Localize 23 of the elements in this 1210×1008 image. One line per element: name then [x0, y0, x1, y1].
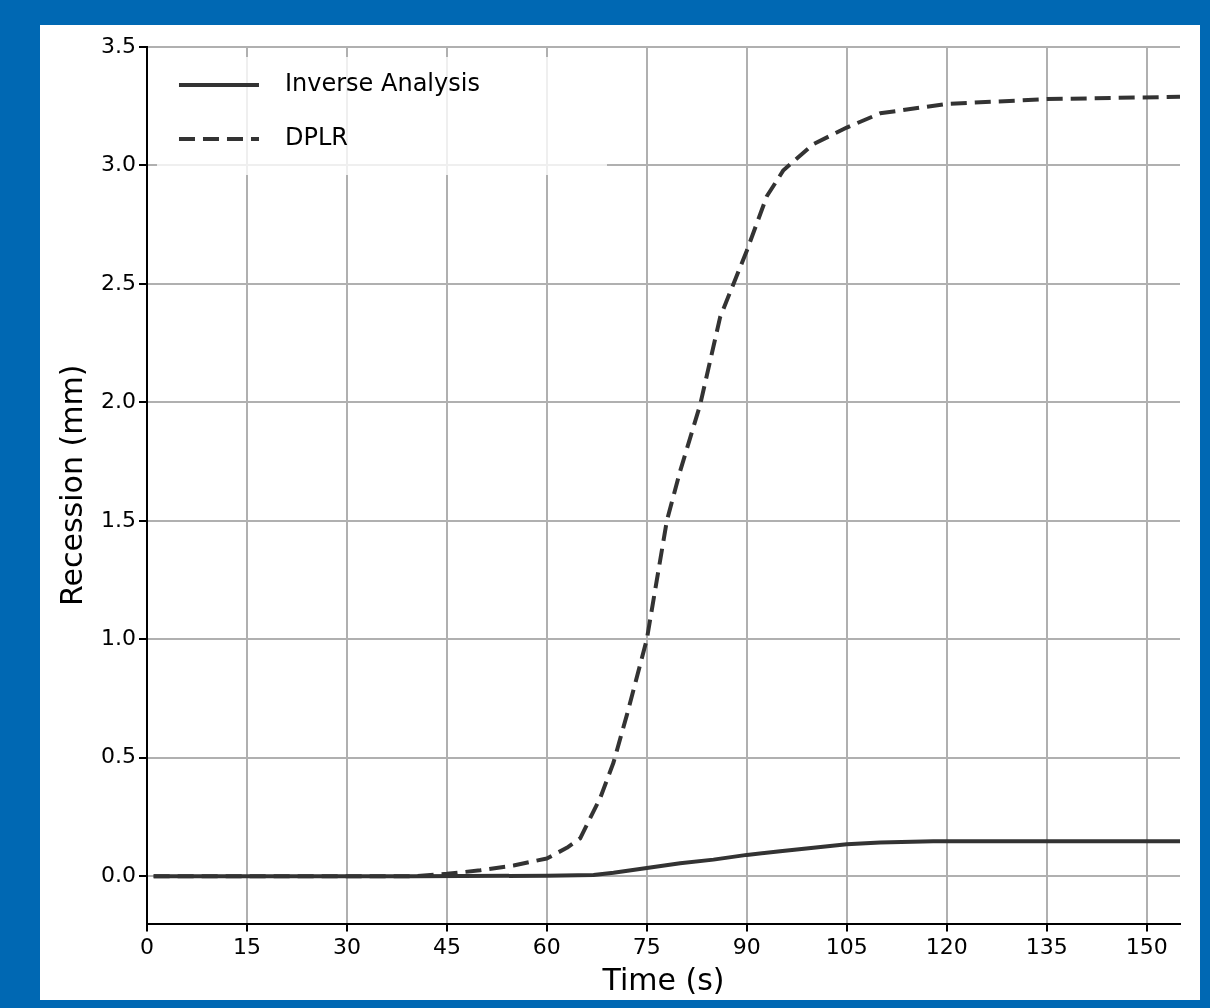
y-tick-label: 2.5	[100, 269, 136, 295]
x-tick-label: 75	[632, 933, 661, 959]
y-tick-label: 2.0	[100, 388, 136, 414]
y-tick-label: 0.5	[100, 743, 136, 769]
legend-label: DPLR	[284, 123, 348, 152]
y-tick-label: 3.0	[100, 151, 136, 177]
x-tick-label: 120	[925, 933, 968, 959]
x-tick-label: 15	[232, 933, 261, 959]
y-tick-label: 3.5	[100, 32, 136, 58]
x-tick-label: 105	[825, 933, 868, 959]
x-tick-label: 90	[732, 933, 761, 959]
y-tick-label: 1.0	[100, 625, 136, 651]
x-tick-label: 150	[1125, 933, 1168, 959]
x-tick-label: 60	[532, 933, 561, 959]
x-tick-label: 135	[1025, 933, 1068, 959]
x-tick-label: 45	[432, 933, 461, 959]
x-tick-label: 0	[139, 933, 154, 959]
x-axis-title: Time (s)	[601, 961, 725, 997]
x-tick-label: 30	[332, 933, 361, 959]
legend-label: Inverse Analysis	[284, 69, 480, 98]
y-axis-title: Recession (mm)	[53, 364, 89, 606]
y-tick-label: 1.5	[100, 506, 136, 532]
y-tick-label: 0.0	[100, 861, 136, 887]
